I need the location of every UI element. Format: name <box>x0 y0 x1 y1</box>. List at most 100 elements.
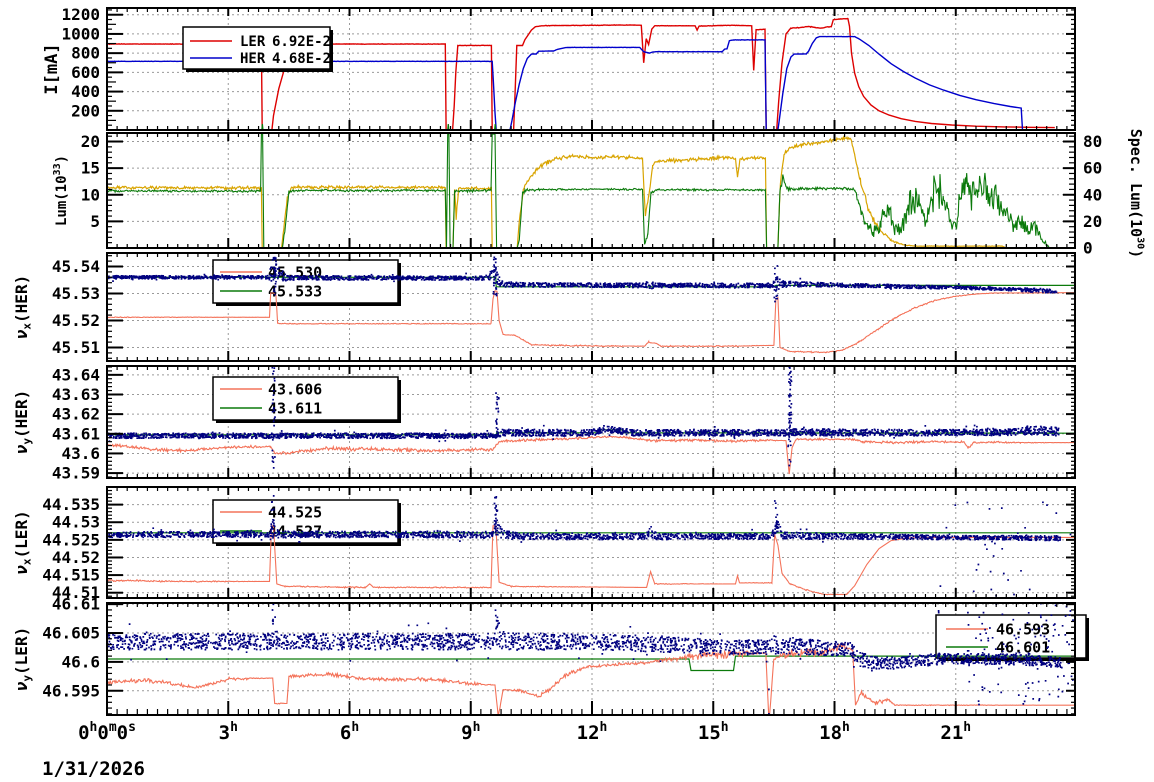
y-tick-label: 43.62 <box>52 405 100 424</box>
x-tick-label: 3h <box>219 720 238 744</box>
x-ticks <box>106 366 1068 478</box>
y-tick-label: 400 <box>71 82 100 101</box>
y-tick-label: 44.51 <box>52 583 100 602</box>
series-measured <box>107 495 1072 597</box>
y-tick-label: 43.6 <box>61 444 100 463</box>
date-label: 1/31/2026 <box>42 758 145 780</box>
y-tick-label: 44.52 <box>52 548 100 567</box>
y-tick-label: 46.6 <box>61 652 100 671</box>
legend-box <box>935 614 1087 659</box>
y-tick-label: 44.515 <box>42 566 100 585</box>
y-tick-label: 600 <box>71 63 100 82</box>
y-axis-title: νx(HER) <box>12 275 34 339</box>
series-layer <box>107 603 1075 715</box>
right-tick-label: 40 <box>1083 185 1102 204</box>
x-tick-label: 18h <box>819 720 850 744</box>
legend-label: 45.533 <box>268 282 322 300</box>
y-tick-label: 43.63 <box>52 385 100 404</box>
x-ticks <box>106 487 1068 598</box>
legend-box <box>212 259 399 304</box>
x-tick-label: 6h <box>340 720 359 744</box>
x-tick-label: 15h <box>698 720 729 744</box>
right-tick-label: 80 <box>1083 132 1102 151</box>
x-ticks <box>106 603 1068 715</box>
legend-label: LER 6.92E-2 <box>240 34 331 50</box>
panel-frame <box>106 486 1076 599</box>
y-axis <box>107 9 1075 131</box>
y-tick-label: 43.59 <box>52 464 100 483</box>
series-knob <box>107 435 1075 475</box>
x-ticks <box>106 133 1068 248</box>
y-tick-label: 45.51 <box>52 338 100 357</box>
y-tick-label: 800 <box>71 44 100 63</box>
y-tick-label: 20 <box>81 132 100 151</box>
series-spec-lum <box>107 133 1050 248</box>
legend-box <box>212 376 399 421</box>
y-tick-label: 43.61 <box>52 424 100 443</box>
legend-label: 43.606 <box>268 380 322 398</box>
x-axis-labels: 0h0m0s 3h 6h 9h 12h 15h 18h 21h <box>78 720 971 744</box>
y-tick-label: 5 <box>90 212 100 231</box>
y-tick-label: 43.64 <box>52 365 100 384</box>
y-tick-label: 45.52 <box>52 311 100 330</box>
x-tick-label: 12h <box>577 720 608 744</box>
panel-frame <box>106 252 1076 362</box>
y-tick-label: 46.595 <box>42 681 100 700</box>
y-axis <box>107 135 1075 249</box>
right-tick-label: 0 <box>1083 239 1093 258</box>
legend-label: 46.601 <box>996 638 1050 656</box>
series-knob <box>107 525 1075 596</box>
panel-luminosity: 5 10 15 20 0 20 40 60 80 Lum(1033) Spec. Lum(1030) <box>52 129 1145 258</box>
y-axis-title: I[mA] <box>42 43 62 94</box>
legend-label: HER 4.68E-2 <box>240 51 331 67</box>
series-knob <box>107 643 1075 715</box>
series-injection-marker-3 <box>494 123 497 130</box>
right-tick-label: 60 <box>1083 159 1102 178</box>
right-axis-title: Spec. Lum(1030) <box>1127 129 1145 258</box>
series-injection-marker-2 <box>447 123 450 130</box>
series-layer <box>107 366 1075 475</box>
legend-label: 43.611 <box>268 399 322 417</box>
y-tick-label: 45.53 <box>52 284 100 303</box>
series-layer <box>107 133 1053 248</box>
series-lum <box>107 135 1053 248</box>
y-axis <box>107 366 1075 478</box>
y-tick-label: 1000 <box>61 24 100 43</box>
grid <box>107 133 1075 248</box>
x-ticks <box>106 8 1068 130</box>
y-tick-label: 45.54 <box>52 257 100 276</box>
right-tick-label: 20 <box>1083 212 1102 231</box>
series-measured <box>107 256 1058 303</box>
series-layer <box>107 256 1075 354</box>
y-tick-label: 46.605 <box>42 624 100 643</box>
y-tick-label: 15 <box>81 159 100 178</box>
x-tick-label: 0h0m0s <box>78 720 136 744</box>
y-tick-label: 10 <box>81 185 100 204</box>
y-tick-label: 1200 <box>61 5 100 24</box>
series-measured <box>107 366 1060 469</box>
y-tick-label: 46.61 <box>52 595 100 614</box>
y-tick-label: 44.535 <box>42 495 100 514</box>
legend-label: 44.525 <box>268 503 322 521</box>
series-knob <box>107 290 1075 354</box>
series-injection-marker-1 <box>261 123 264 130</box>
y-axis <box>107 603 1075 715</box>
x-tick-label: 9h <box>461 720 480 744</box>
y-axis-title: νx(LER) <box>12 510 34 574</box>
panel-frame <box>106 602 1076 716</box>
legend-box <box>182 26 331 70</box>
y-axis-title: Lum(1033) <box>52 155 70 226</box>
y-tick-label: 44.53 <box>52 513 100 532</box>
y-axis-title: νy(LER) <box>12 627 34 691</box>
series-layer <box>107 495 1075 597</box>
y-tick-label: 200 <box>71 101 100 120</box>
x-ticks <box>106 253 1068 361</box>
x-tick-label: 21h <box>940 720 971 744</box>
legend-label: 46.593 <box>996 620 1050 638</box>
